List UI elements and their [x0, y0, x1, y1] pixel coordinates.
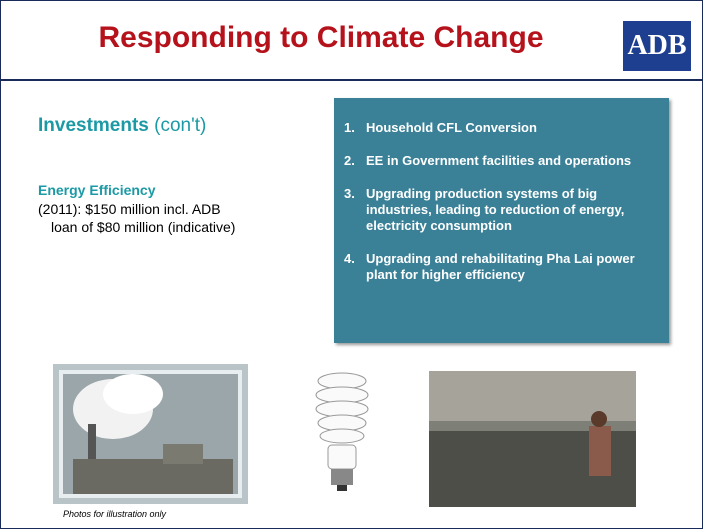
item-number: 3.: [344, 186, 355, 201]
item-number: 1.: [344, 120, 355, 135]
heading: Investments (con't): [38, 115, 206, 137]
header-rule: [1, 79, 702, 81]
item-number: 4.: [344, 251, 355, 266]
caption: Photos for illustration only: [63, 509, 167, 519]
item-text: Upgrading and rehabilitating Pha Lai pow…: [366, 251, 635, 282]
list-box: 1. Household CFL Conversion 2. EE in Govern…: [334, 98, 669, 343]
list-item: 2. EE in Government facilities and operat…: [344, 153, 655, 169]
item-number: 2.: [344, 153, 355, 168]
photo-plant: [53, 364, 248, 504]
description: (2011): $150 million incl. ADB loan of $8…: [38, 200, 235, 236]
description-line: (2011): $150 million incl. ADB: [38, 201, 221, 217]
photo-workers: [429, 371, 636, 507]
heading-suffix: (con't): [154, 115, 207, 136]
subheading: Energy Efficiency: [38, 182, 156, 198]
photo-bulb: [315, 372, 369, 491]
list-item: 1. Household CFL Conversion: [344, 120, 655, 136]
item-text: Household CFL Conversion: [366, 120, 537, 135]
item-text: Upgrading production systems of big indu…: [366, 186, 625, 233]
item-text: EE in Government facilities and operatio…: [366, 153, 632, 168]
logo: ADB: [623, 21, 691, 71]
heading-main: Investments: [38, 115, 149, 136]
title: Responding to Climate Change: [98, 21, 544, 54]
description-line: loan of $80 million (indicative): [51, 219, 236, 235]
list-item: 4. Upgrading and rehabilitating Pha Lai p…: [344, 251, 655, 283]
list-item: 3. Upgrading production systems of big in…: [344, 186, 655, 234]
